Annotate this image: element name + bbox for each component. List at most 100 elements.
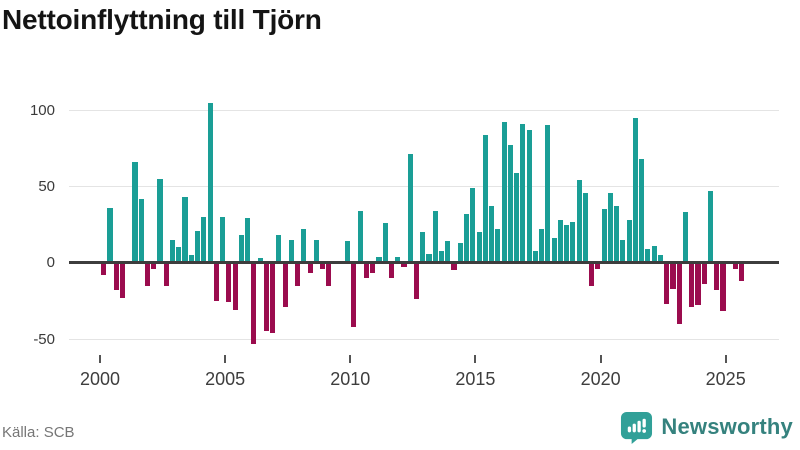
bar-2018-q1 [551, 238, 557, 263]
x-tick-mark-2000 [99, 355, 101, 363]
y-axis-label--50: -50 [33, 330, 55, 348]
x-tick-mark-2005 [224, 355, 227, 363]
bar-2020-q1 [601, 209, 607, 263]
bar-2016-q4 [520, 123, 526, 263]
bar-2012-q4 [420, 232, 426, 263]
bar-2018-q4 [570, 221, 576, 263]
bar-2000-q3 [113, 262, 119, 291]
bar-2013-q3 [438, 250, 445, 263]
bar-2001-q3 [138, 198, 144, 263]
gridline-100 [69, 110, 779, 112]
y-axis-label-50: 50 [38, 177, 55, 195]
chart-title: Nettoinflyttning till Tjörn [2, 4, 322, 35]
bar-2019-q3 [589, 262, 595, 286]
zero-axis-line [69, 261, 779, 265]
bar-2004-q1 [201, 216, 207, 263]
gridline--50 [69, 339, 779, 340]
bar-2003-q1 [176, 247, 182, 263]
bar-2014-q4 [470, 187, 476, 263]
bar-2005-q4 [245, 218, 251, 263]
bar-2011-q1 [376, 256, 382, 263]
bar-2010-q2 [357, 210, 363, 263]
bar-2015-q1 [476, 232, 482, 263]
bar-2023-q2 [682, 212, 689, 263]
bar-2020-q4 [620, 239, 626, 263]
bar-2002-q4 [169, 239, 176, 263]
x-tick-mark-2015 [474, 355, 477, 363]
bar-2023-q3 [689, 262, 695, 307]
bar-2008-q4 [320, 262, 326, 269]
bar-2005-q2 [232, 262, 238, 310]
bar-chart-speech-bubble-icon [620, 411, 653, 444]
bar-2004-q3 [213, 262, 219, 301]
bar-2013-q2 [432, 210, 438, 263]
bar-2008-q2 [307, 262, 313, 274]
bar-2011-q4 [395, 256, 401, 263]
bar-2020-q2 [607, 192, 613, 263]
bar-2005-q1 [226, 262, 232, 303]
bar-2016-q1 [501, 122, 507, 263]
bar-2003-q2 [182, 197, 188, 263]
bar-2013-q1 [426, 253, 432, 263]
bar-2001-q4 [144, 262, 151, 286]
x-tick-mark-2025 [724, 355, 727, 363]
bar-2018-q2 [557, 220, 563, 263]
bar-2014-q3 [463, 213, 470, 263]
bar-2024-q2 [707, 191, 714, 263]
bar-2012-q2 [407, 154, 413, 263]
bar-2006-q2 [257, 258, 263, 263]
bar-2014-q1 [451, 262, 457, 271]
bar-2021-q4 [645, 249, 651, 263]
x-axis-label-2015: 2015 [455, 369, 496, 389]
bar-2011-q3 [388, 262, 394, 278]
brand-wordmark: Newsworthy [661, 414, 793, 439]
bar-2015-q3 [489, 206, 495, 263]
bar-2013-q4 [445, 241, 451, 263]
bar-2021-q3 [639, 158, 645, 263]
bar-2004-q4 [220, 216, 226, 263]
bar-2023-q4 [695, 262, 701, 306]
newsworthy-logo: Newsworthy [620, 409, 793, 445]
bar-2022-q4 [670, 262, 676, 289]
bar-2017-q3 [539, 229, 545, 263]
bar-2014-q2 [457, 242, 463, 263]
source-note: Källa: SCB [2, 424, 75, 441]
bar-2017-q2 [532, 250, 538, 263]
bar-2025-q2 [732, 262, 739, 269]
bar-2017-q4 [545, 125, 551, 263]
x-axis-label-2025: 2025 [705, 369, 746, 389]
bar-2022-q1 [651, 245, 657, 263]
bar-2003-q4 [194, 230, 201, 263]
bar-2011-q2 [382, 223, 388, 263]
bar-2022-q3 [664, 262, 670, 304]
x-axis-label-2000: 2000 [79, 369, 121, 389]
bar-2018-q3 [564, 224, 570, 263]
bar-2016-q3 [514, 172, 520, 263]
bar-2024-q4 [720, 262, 726, 312]
bar-2019-q2 [582, 192, 588, 263]
bar-2002-q2 [157, 178, 163, 263]
bar-2025-q3 [739, 262, 745, 281]
bar-2008-q3 [313, 239, 319, 263]
bar-2007-q1 [276, 235, 282, 263]
bar-2010-q1 [351, 262, 357, 327]
bar-2012-q1 [401, 262, 407, 268]
x-axis-label-2005: 2005 [205, 369, 246, 389]
bar-2000-q1 [101, 262, 107, 275]
x-axis-label-2020: 2020 [580, 369, 621, 389]
bar-2019-q4 [595, 262, 601, 269]
bar-2024-q1 [701, 262, 707, 285]
bar-2008-q1 [301, 229, 307, 263]
bar-2002-q3 [163, 262, 169, 286]
bar-2012-q3 [413, 262, 420, 300]
y-axis-label-0: 0 [46, 254, 55, 272]
x-axis-label-2010: 2010 [330, 369, 371, 389]
bar-2019-q1 [576, 180, 582, 263]
bar-2016-q2 [507, 145, 513, 263]
bar-2015-q2 [482, 134, 488, 263]
bar-2001-q2 [132, 162, 138, 263]
bar-2002-q1 [151, 262, 157, 269]
bar-2004-q2 [207, 102, 213, 263]
bar-2009-q4 [345, 241, 351, 263]
